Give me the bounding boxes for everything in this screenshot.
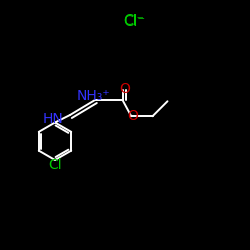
Text: NH₃⁺: NH₃⁺ <box>77 89 110 103</box>
Text: O: O <box>127 109 138 123</box>
Text: HN: HN <box>42 112 63 126</box>
Text: O: O <box>120 82 130 96</box>
Text: Cl⁻: Cl⁻ <box>123 14 145 29</box>
Text: Cl: Cl <box>48 158 62 172</box>
Text: Cl⁻: Cl⁻ <box>123 14 144 28</box>
